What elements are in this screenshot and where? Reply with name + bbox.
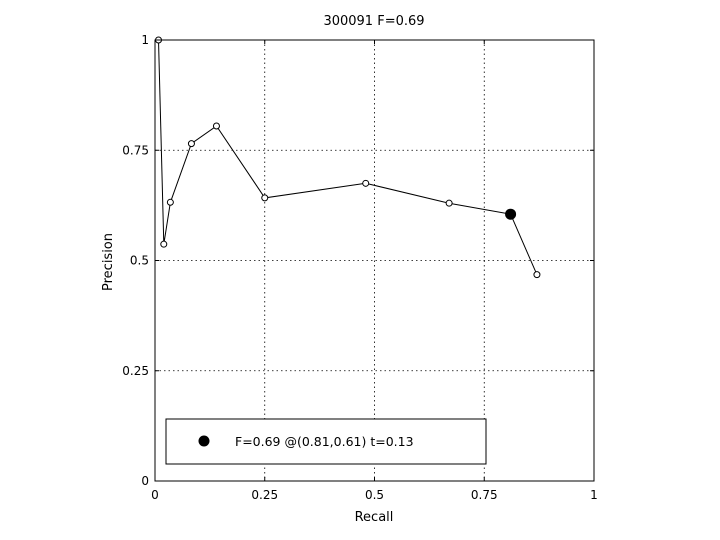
data-point [212, 122, 220, 130]
data-point [160, 240, 168, 248]
x-tick-label: 0.25 [251, 488, 278, 502]
legend: F=0.69 @(0.81,0.61) t=0.13 [165, 418, 487, 465]
legend-marker [198, 435, 210, 447]
data-point [445, 199, 453, 207]
chart-title: 300091 F=0.69 [323, 14, 424, 29]
series-line [158, 39, 538, 275]
x-tick-label: 0.5 [365, 488, 384, 502]
legend-text: F=0.69 @(0.81,0.61) t=0.13 [235, 434, 414, 449]
x-tick-label: 0 [151, 488, 159, 502]
data-point [166, 198, 174, 206]
y-tick-label: 0.25 [122, 364, 149, 378]
y-tick-label: 1 [141, 33, 149, 47]
y-tick-label: 0.5 [130, 254, 149, 268]
series-layer [155, 36, 541, 279]
ticks: 0 0.25 0.5 0.75 1 0 0.25 0.5 0.75 1 [122, 33, 598, 502]
y-axis-label: Precision [101, 233, 116, 291]
y-tick-label: 0.75 [122, 143, 149, 157]
x-tick-label: 0.75 [471, 488, 498, 502]
legend-box [165, 418, 487, 465]
x-axis-label: Recall [355, 510, 394, 525]
x-tick-label: 1 [590, 488, 598, 502]
data-point [187, 140, 195, 148]
y-tick-label: 0 [141, 474, 149, 488]
grid [155, 40, 594, 481]
data-point [362, 179, 370, 187]
data-point [533, 271, 541, 279]
best-f-point [505, 208, 517, 220]
data-point [261, 194, 269, 202]
